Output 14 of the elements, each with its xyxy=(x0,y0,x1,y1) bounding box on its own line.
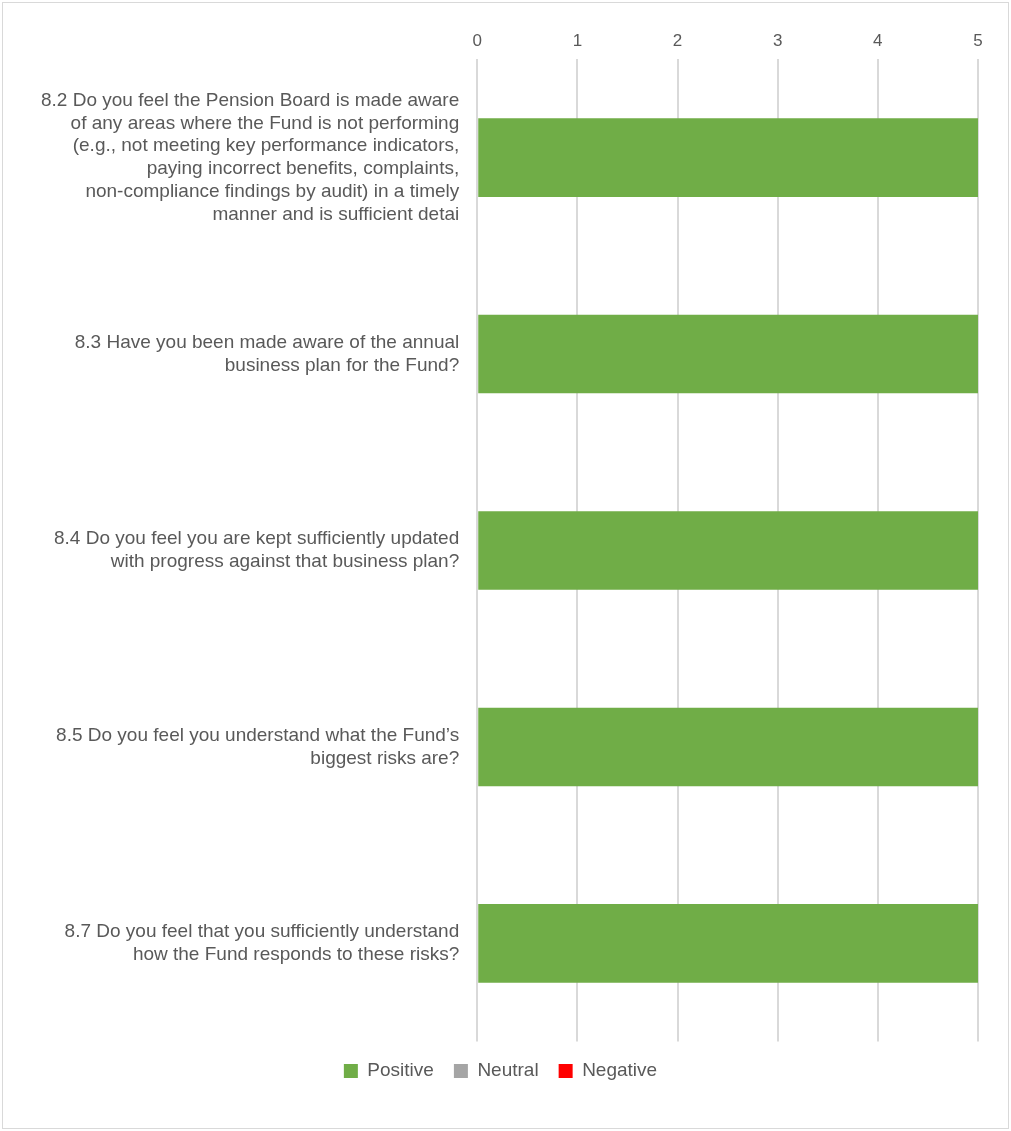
y-tick-label: 8.5 Do you feel you understand what the Fund’s biggest risks are? xyxy=(56,723,460,768)
y-tick-label: 8.3 Have you been made aware of the annual business plan for the Fund? xyxy=(74,330,460,375)
x-tick-label: 4 xyxy=(873,30,883,50)
x-tick-label: 3 xyxy=(772,30,783,50)
legend-label: Neutral xyxy=(477,1059,539,1081)
x-tick-label: 1 xyxy=(572,30,583,50)
legend-label: Positive xyxy=(367,1059,434,1081)
x-tick-label: 5 xyxy=(973,30,983,50)
y-tick-label: 8.2 Do you feel the Pension Board is made aware of any areas where the Fund is not performing (e.g., not meeting key performance indicators, paying incorrect benefits, complaints, non-compliance findings by audit) in a timely manner and is sufficient detai xyxy=(40,88,460,224)
y-tick-label: 8.4 Do you feel you are kept sufficiently updated with progress against that business plan? xyxy=(54,527,460,572)
x-tick-label: 0 xyxy=(472,30,482,50)
x-tick-label: 2 xyxy=(672,30,683,50)
y-tick-label: 8.7 Do you feel that you sufficiently understand how the Fund responds to these risks? xyxy=(64,920,460,965)
legend-label: Negative xyxy=(582,1059,658,1081)
